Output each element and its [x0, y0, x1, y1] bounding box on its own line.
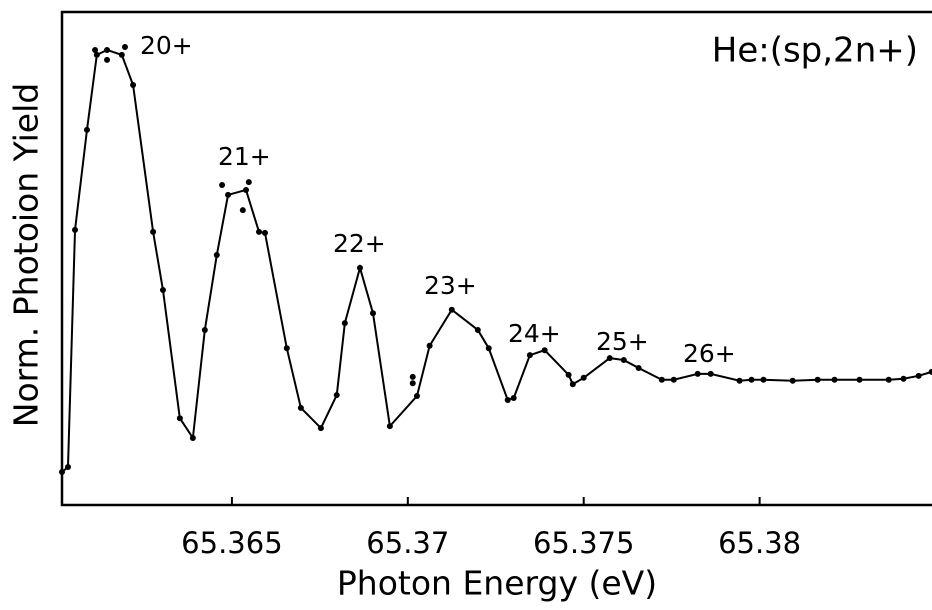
data-point [606, 355, 613, 362]
data-point [748, 376, 755, 383]
x-axis-label: Photon Energy (eV) [337, 564, 657, 603]
data-point [92, 46, 99, 53]
data-point [915, 372, 922, 379]
data-point [448, 306, 455, 313]
data-point [239, 207, 246, 214]
data-point [225, 191, 232, 198]
data-point [474, 326, 481, 333]
data-point [694, 370, 701, 377]
data-line [61, 48, 932, 473]
data-point [121, 44, 128, 51]
data-point [245, 179, 252, 186]
data-point [261, 229, 268, 236]
chart-title: He:(sp,2n+) [712, 31, 918, 71]
data-point [64, 464, 71, 471]
data-point [541, 347, 548, 354]
data-point [413, 393, 420, 400]
data-point [485, 345, 492, 352]
x-tick-label: 65.365 [181, 526, 282, 560]
data-point [130, 81, 137, 88]
peak-label: 24+ [508, 319, 561, 348]
data-point [341, 320, 348, 327]
data-point [256, 228, 263, 235]
y-axis-label: Norm. Photoion Yield [7, 83, 46, 427]
data-point [885, 376, 892, 383]
data-point [635, 364, 642, 371]
data-point [928, 368, 932, 375]
data-point [670, 376, 677, 383]
data-point [201, 326, 208, 333]
data-point [317, 425, 324, 432]
data-point [510, 395, 517, 402]
data-point [409, 380, 416, 387]
data-point [504, 396, 511, 403]
data-point [409, 373, 416, 380]
data-point [426, 342, 433, 349]
data-point [386, 423, 393, 430]
peak-label: 26+ [683, 339, 736, 368]
data-point [620, 357, 627, 364]
x-tick-label: 65.38 [718, 526, 801, 560]
data-point [356, 264, 363, 271]
data-point [580, 374, 587, 381]
data-point [333, 392, 340, 399]
x-tick-label: 65.375 [533, 526, 634, 560]
plot-frame [60, 10, 932, 507]
data-point [150, 228, 157, 235]
data-point [83, 126, 90, 133]
peak-label: 20+ [140, 31, 193, 60]
data-point [297, 404, 304, 411]
data-point [213, 252, 220, 259]
data-point [760, 376, 767, 383]
data-point [789, 377, 796, 384]
data-point [565, 371, 572, 378]
data-point [72, 226, 79, 233]
data-point [900, 375, 907, 382]
peak-label: 23+ [424, 271, 477, 300]
peak-label: 22+ [333, 229, 386, 258]
data-point [526, 352, 533, 359]
peak-label: 25+ [596, 327, 649, 356]
data-point [569, 381, 576, 388]
data-point [707, 370, 714, 377]
data-point [159, 287, 166, 294]
data-point [369, 310, 376, 317]
data-point [189, 434, 196, 441]
data-point [814, 376, 821, 383]
data-point [736, 377, 743, 384]
data-point [283, 345, 290, 352]
data-point [104, 56, 111, 63]
data-point [104, 46, 111, 53]
data-point [856, 376, 863, 383]
data-point [831, 376, 838, 383]
data-point [219, 182, 226, 189]
peak-label: 21+ [218, 142, 271, 171]
data-point [59, 468, 65, 475]
data-point [176, 415, 183, 422]
data-point [658, 376, 665, 383]
x-tick-label: 65.37 [366, 526, 449, 560]
data-point [93, 51, 100, 58]
data-point [242, 186, 249, 193]
data-point [118, 51, 125, 58]
